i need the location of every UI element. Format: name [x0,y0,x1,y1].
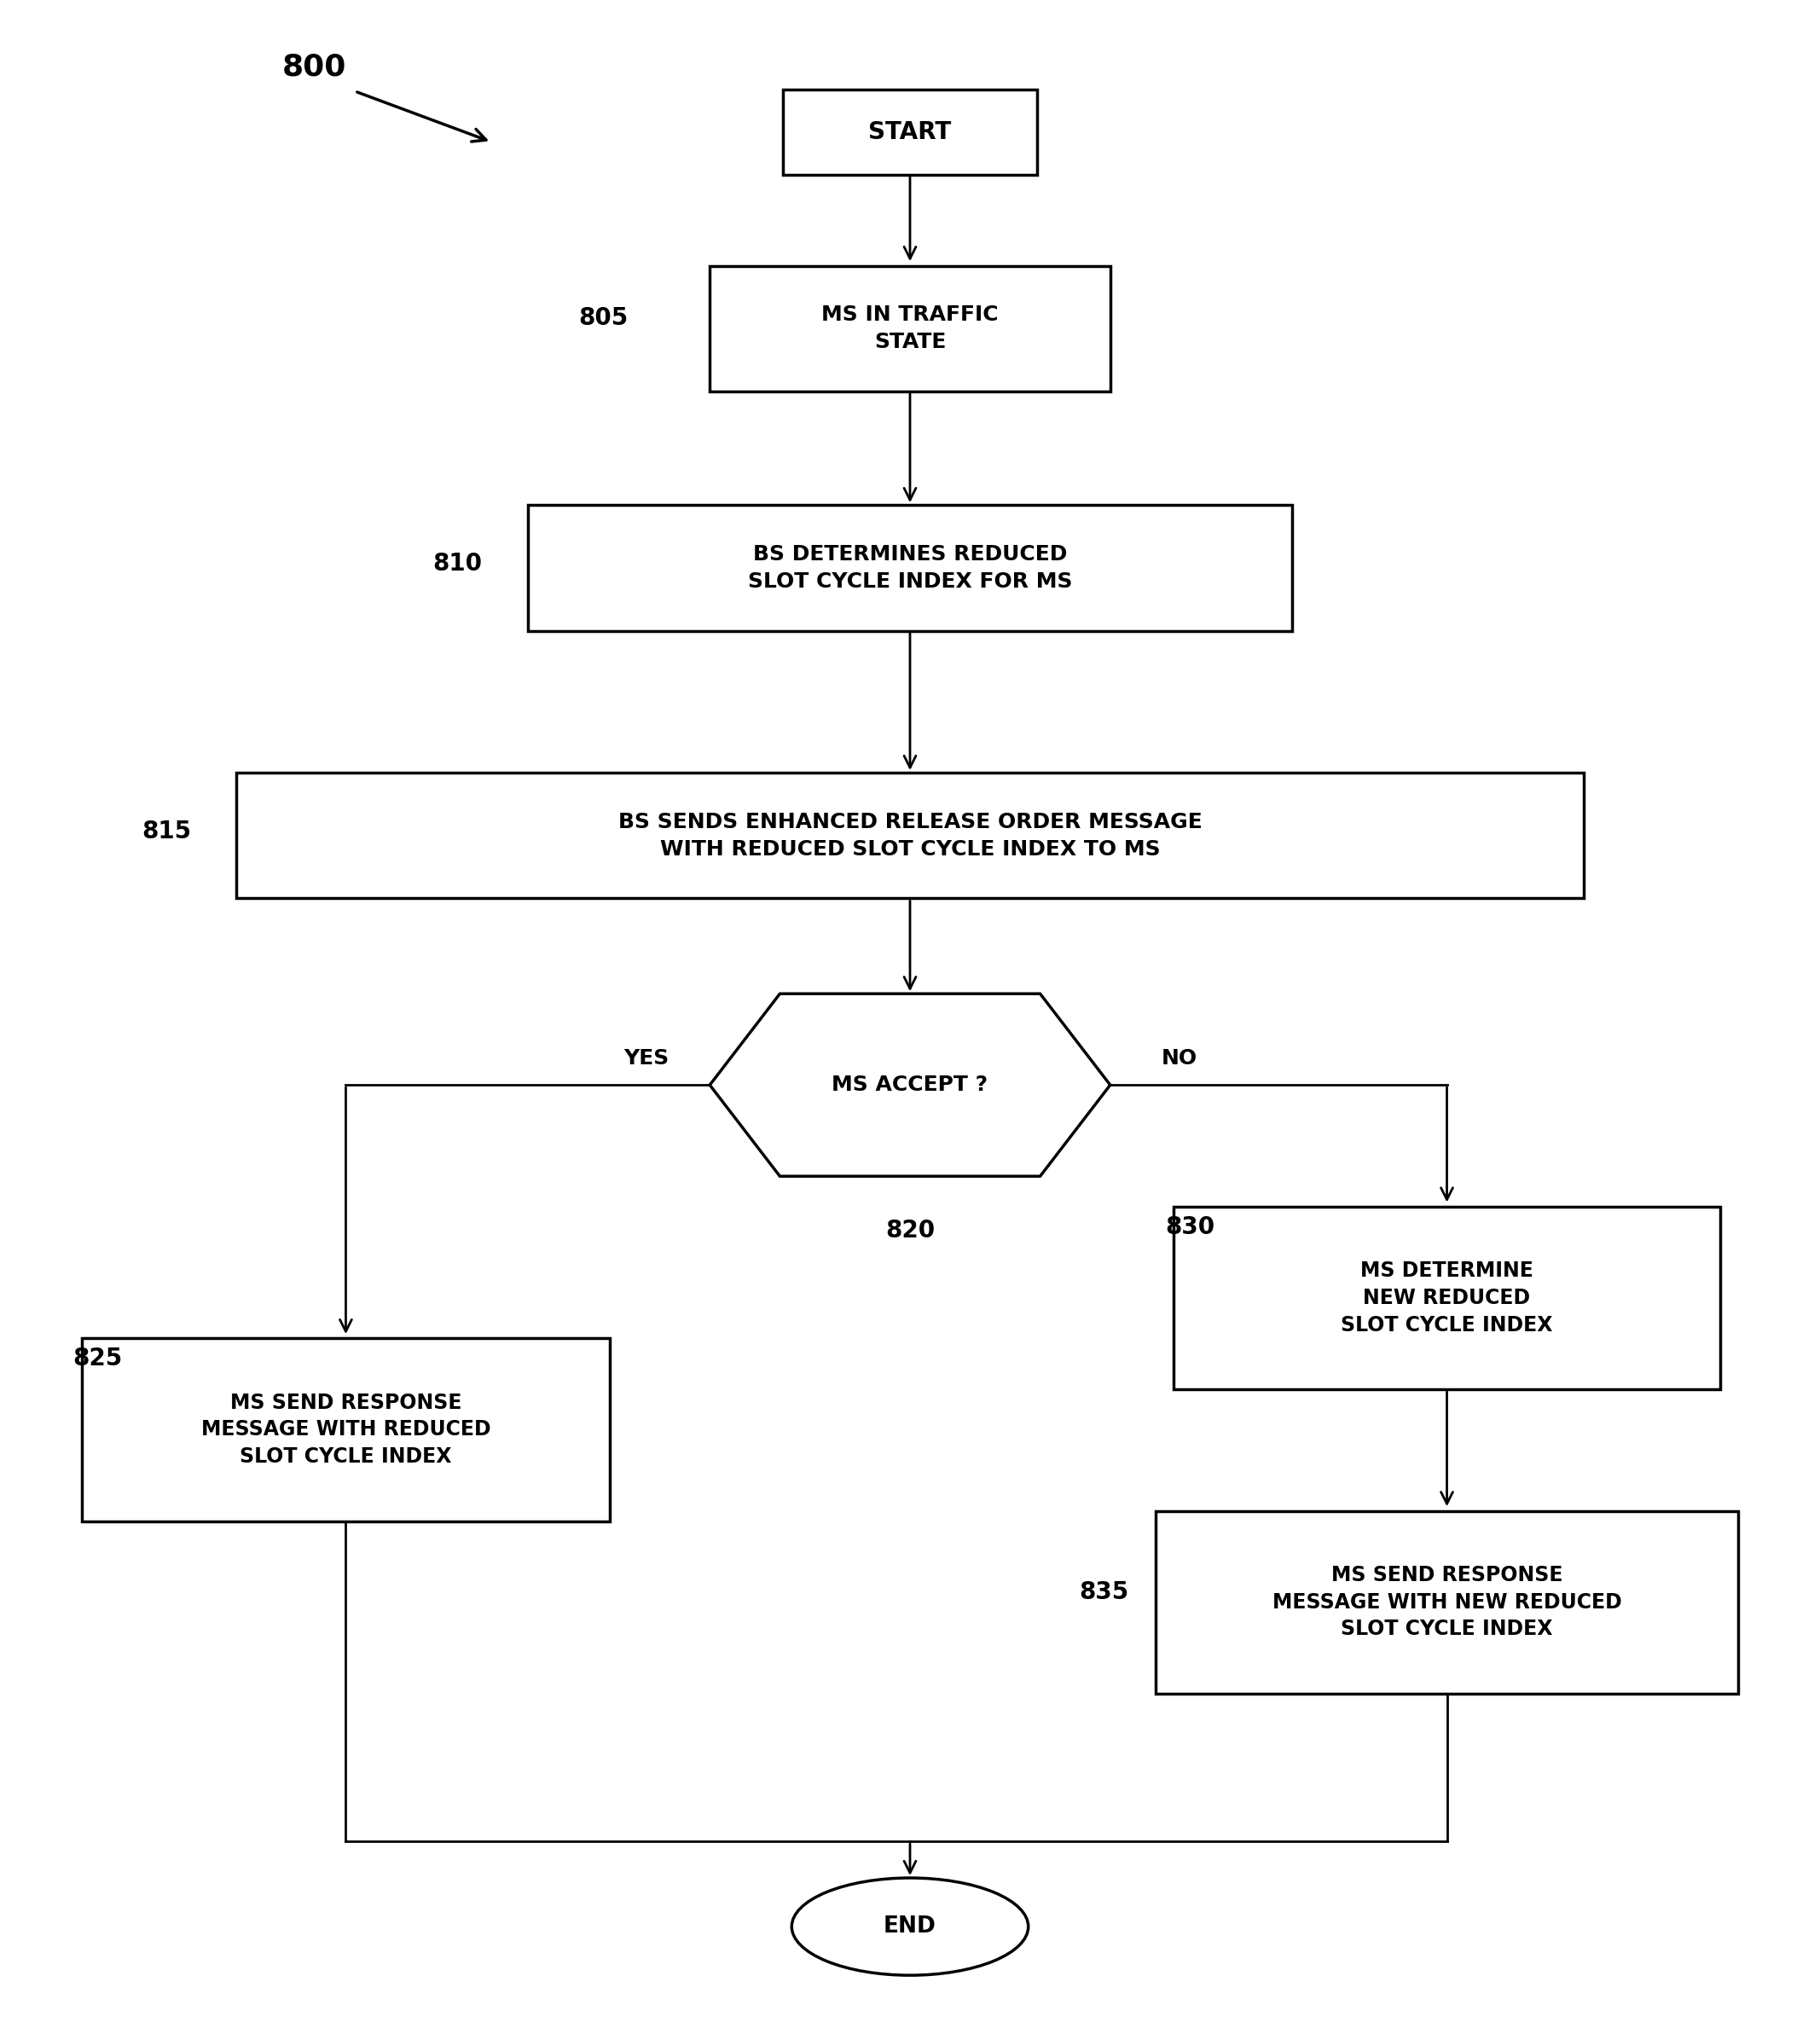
Text: 810: 810 [433,552,482,576]
Text: MS SEND RESPONSE
MESSAGE WITH REDUCED
SLOT CYCLE INDEX: MS SEND RESPONSE MESSAGE WITH REDUCED SL… [200,1393,491,1466]
FancyBboxPatch shape [82,1338,610,1521]
FancyBboxPatch shape [710,266,1110,391]
Text: BS DETERMINES REDUCED
SLOT CYCLE INDEX FOR MS: BS DETERMINES REDUCED SLOT CYCLE INDEX F… [748,544,1072,592]
Text: END: END [885,1916,935,1937]
FancyBboxPatch shape [1174,1207,1720,1389]
Text: 830: 830 [1165,1215,1214,1239]
Text: MS SEND RESPONSE
MESSAGE WITH NEW REDUCED
SLOT CYCLE INDEX: MS SEND RESPONSE MESSAGE WITH NEW REDUCE… [1272,1566,1622,1639]
Text: 815: 815 [142,819,191,844]
FancyBboxPatch shape [528,505,1292,631]
Text: 800: 800 [282,53,346,81]
Text: BS SENDS ENHANCED RELEASE ORDER MESSAGE
WITH REDUCED SLOT CYCLE INDEX TO MS: BS SENDS ENHANCED RELEASE ORDER MESSAGE … [619,811,1201,860]
FancyBboxPatch shape [783,89,1037,174]
Text: START: START [868,120,952,144]
Text: MS DETERMINE
NEW REDUCED
SLOT CYCLE INDEX: MS DETERMINE NEW REDUCED SLOT CYCLE INDE… [1341,1261,1552,1334]
Text: MS IN TRAFFIC
STATE: MS IN TRAFFIC STATE [821,304,999,353]
Text: 825: 825 [73,1347,122,1371]
FancyBboxPatch shape [1156,1511,1738,1693]
FancyBboxPatch shape [237,773,1583,898]
Text: MS ACCEPT ?: MS ACCEPT ? [832,1075,988,1095]
Polygon shape [710,994,1110,1176]
Text: NO: NO [1161,1048,1198,1069]
Ellipse shape [792,1878,1028,1975]
Text: YES: YES [624,1048,668,1069]
Text: 805: 805 [579,306,628,331]
Text: 835: 835 [1079,1580,1128,1604]
Text: 820: 820 [885,1219,935,1243]
